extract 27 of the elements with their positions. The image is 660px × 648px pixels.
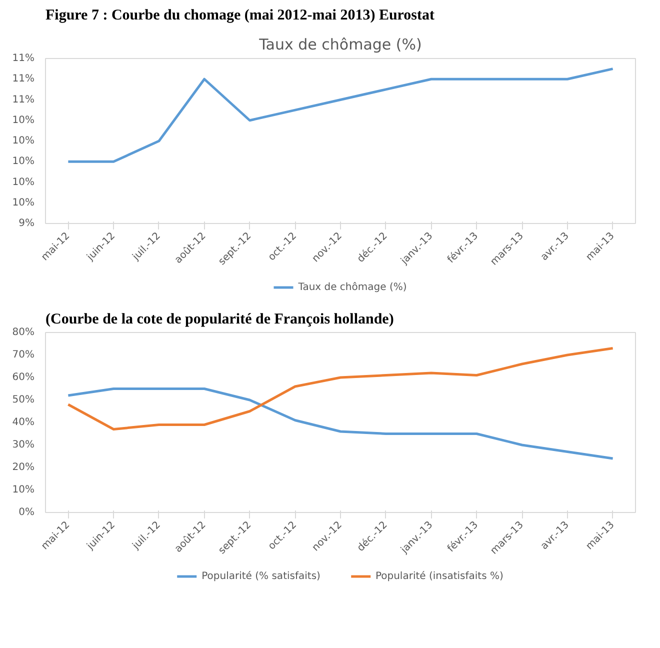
y-tick-label: 20%: [12, 462, 35, 473]
legend-label: Popularité (insatisfaits %): [375, 570, 504, 582]
y-tick-label: 10%: [12, 156, 35, 168]
line-series: [66, 388, 614, 460]
y-tick-label: 30%: [12, 440, 35, 450]
text: (Courbe de la cote de popularité de François hollande): [46, 312, 394, 328]
y-tick-label: 10%: [12, 484, 35, 496]
y-tick-label: 11%: [12, 74, 35, 85]
y-tick-label: 11%: [12, 53, 35, 64]
y-tick-label: 10%: [12, 136, 35, 146]
y-tick-label: 10%: [12, 176, 35, 188]
y-tick-label: 11%: [12, 94, 35, 106]
caption: Figure 7 : Courbe du chomage (mai 2012-mai 2013) Eurostat: [46, 8, 435, 24]
line-series: [66, 347, 614, 430]
chart-title: Taux de chômage (%): [258, 36, 422, 54]
y-tick-label: 10%: [12, 114, 35, 126]
line-series: [66, 68, 614, 163]
y-tick-label: 70%: [12, 350, 35, 360]
y-tick-label: 40%: [12, 417, 35, 428]
y-tick-label: 0%: [18, 507, 35, 518]
y-tick-label: 50%: [12, 394, 35, 406]
y-tick-label: 10%: [12, 197, 35, 208]
legend-label: Taux de chômage (%): [298, 282, 407, 292]
y-tick-label: 60%: [12, 372, 35, 383]
y-tick-label: 80%: [12, 327, 35, 338]
y-tick-label: 9%: [18, 218, 35, 229]
legend-label: Popularité (% satisfaits): [202, 570, 320, 582]
